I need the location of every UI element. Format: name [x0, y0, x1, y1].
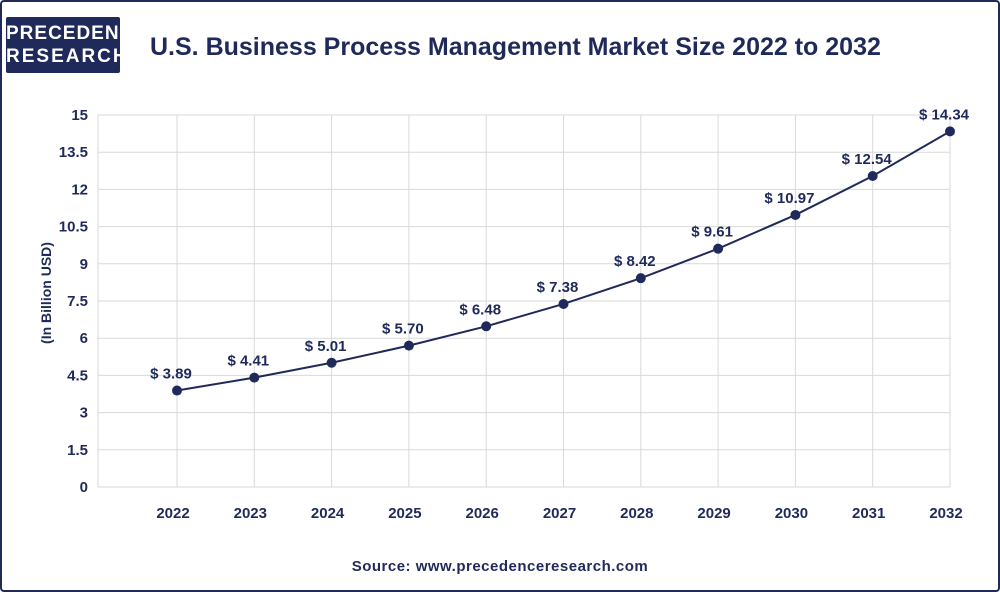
data-point	[249, 372, 260, 383]
data-label: $ 4.41	[227, 353, 269, 370]
y-tick-label: 7.5	[67, 293, 88, 310]
x-tick-label: 2031	[852, 505, 885, 522]
brand-logo: PRECEDENCE RESEARCH	[6, 17, 148, 73]
data-label: $ 9.61	[691, 224, 733, 241]
y-tick-label: 3	[80, 405, 88, 422]
data-point	[326, 357, 337, 368]
data-point	[558, 298, 569, 309]
x-tick-label: 2027	[543, 505, 576, 522]
data-label: $ 5.70	[382, 321, 424, 338]
y-tick-label: 15	[71, 107, 88, 124]
y-tick-label: 6	[80, 330, 88, 347]
x-tick-label: 2028	[620, 505, 653, 522]
y-tick-label: 13.5	[59, 144, 88, 161]
data-point	[867, 171, 878, 182]
data-point	[481, 321, 492, 332]
data-label: $ 14.34	[919, 106, 970, 123]
x-tick-label: 2030	[775, 505, 808, 522]
grid-layer	[97, 114, 951, 488]
source-note: Source: www.precedenceresearch.com	[351, 558, 649, 575]
y-tick-label: 0	[80, 479, 88, 496]
data-point	[172, 385, 182, 396]
series-layer	[172, 126, 955, 396]
x-tick-label: 2029	[697, 505, 730, 522]
y-tick-label: 10.5	[59, 219, 88, 236]
data-point	[945, 126, 955, 137]
data-label-layer: $ 3.89 $ 4.41 $ 5.01 $ 5.70 $ 6.48 $ 7.38 $ 8.…	[150, 106, 970, 382]
data-label: $ 12.54	[842, 151, 893, 168]
y-tick-label: 1.5	[67, 442, 88, 459]
chart-title: U.S. Business Process Management Market …	[150, 33, 881, 61]
y-tick-labels: 0 1.5 3 4.5 6 7.5 9 10.5 12 13.5 15	[59, 107, 88, 496]
data-label: $ 8.42	[614, 253, 656, 270]
data-point	[790, 209, 801, 220]
data-point	[635, 273, 646, 284]
x-tick-label: 2024	[311, 505, 345, 522]
y-tick-label: 9	[80, 256, 88, 273]
data-label: $ 6.48	[459, 301, 501, 318]
brand-logo-line2: RESEARCH	[6, 46, 129, 67]
y-tick-label: 12	[71, 181, 88, 198]
data-label: $ 10.97	[764, 190, 814, 207]
data-point	[713, 243, 724, 254]
x-tick-label: 2026	[466, 505, 499, 522]
data-point	[403, 340, 414, 351]
data-label: $ 3.89	[150, 366, 192, 383]
data-label: $ 5.01	[305, 338, 347, 355]
brand-logo-line1: PRECEDENCE	[6, 23, 148, 44]
x-tick-labels: 2022 2023 2024 2025 2026 2027 2028 2029 2030 2031…	[156, 505, 962, 522]
y-tick-label: 4.5	[67, 367, 88, 384]
x-tick-label: 2025	[388, 505, 421, 522]
x-tick-label: 2023	[234, 505, 267, 522]
x-tick-label: 2022	[156, 505, 189, 522]
x-tick-label: 2032	[929, 505, 962, 522]
data-label: $ 7.38	[537, 279, 579, 296]
